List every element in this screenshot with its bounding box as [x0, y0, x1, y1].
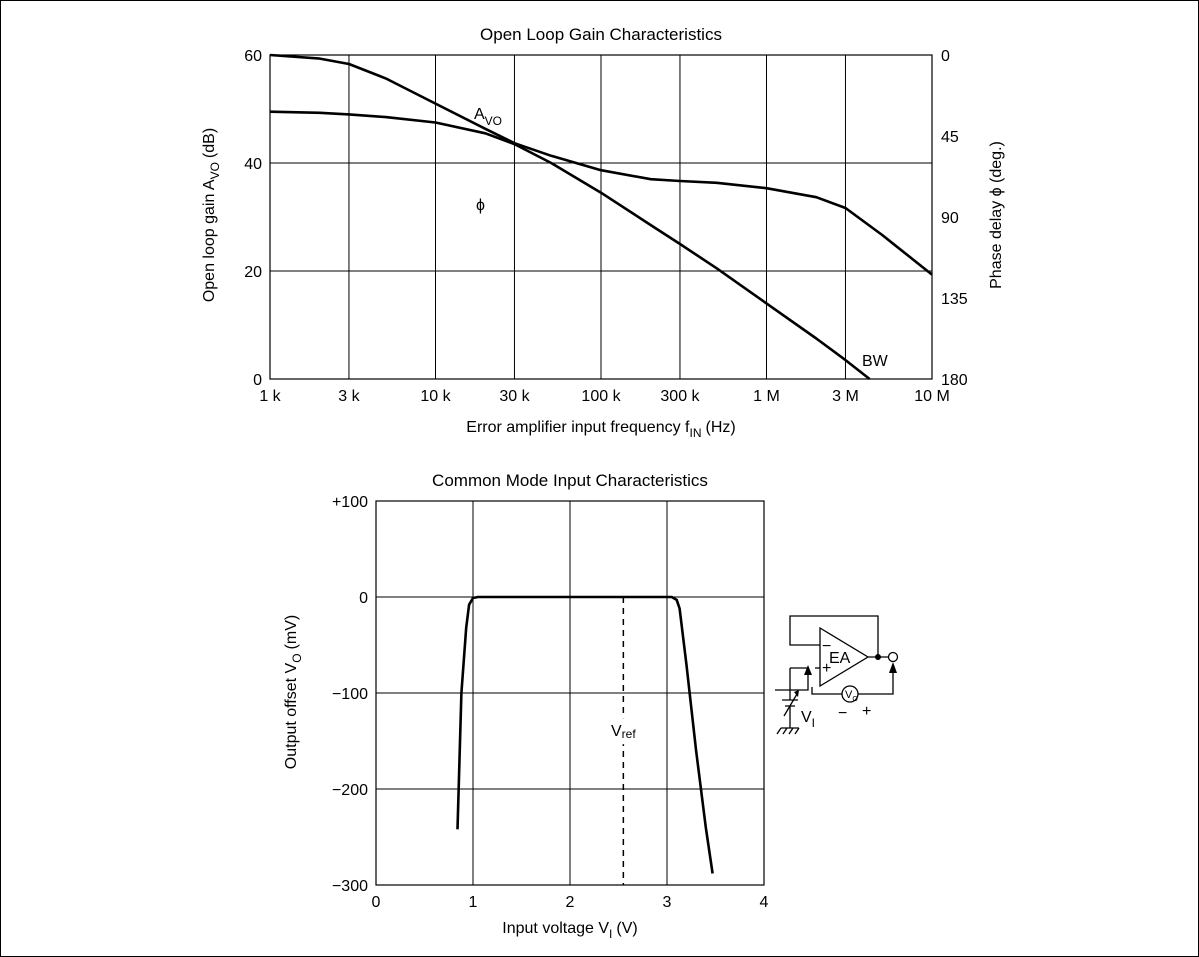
meter-arrow-head	[889, 662, 897, 673]
avo-gain-curve	[269, 110, 871, 381]
input-arrow-head	[804, 665, 812, 675]
chart1-x-axis-label: Error amplifier input frequency fIN (Hz)	[466, 419, 735, 440]
amplifier-triangle	[819, 626, 870, 688]
chart2-y-tick-label: +100	[332, 494, 368, 511]
chart1-y2-tick-label: 90	[941, 210, 959, 227]
amplifier-minus-sign: −	[822, 638, 831, 655]
chart1-y-axis-label: Open loop gain AVO(dB)	[201, 128, 222, 302]
bw-annotation: BW	[862, 353, 889, 370]
series-avo-label: AVO	[474, 106, 502, 128]
chart1-y-tick-label: 20	[244, 264, 262, 281]
noninverting-input-wire	[775, 667, 809, 691]
feedback-wire	[789, 615, 879, 657]
chart2-y-tick-labels: −300 −200 −100 0 +100	[332, 494, 368, 895]
test-circuit-diagram: EA − + VI VO − +	[775, 615, 899, 735]
output-terminal	[887, 651, 899, 663]
chart2-title: Common Mode Input Characteristics	[432, 471, 708, 490]
chart1-y2-axis-label: Phase delay ϕ (deg.)	[988, 141, 1005, 289]
chart1-y2-tick-label: 180	[941, 372, 968, 389]
chart1-x-tick-label: 300 k	[660, 388, 700, 405]
chart1-x-tick-label: 3 M	[832, 388, 859, 405]
chart1-x-tick-label: 3 k	[338, 388, 360, 405]
chart2-series	[456, 595, 714, 874]
chart1-y-tick-label: 60	[244, 48, 262, 65]
output-offset-curve	[456, 595, 714, 874]
input-voltage-label: VI	[801, 709, 815, 730]
chart1-y-tick-label: 0	[253, 372, 262, 389]
chart1-x-tick-label: 1 k	[259, 388, 281, 405]
chart1-x-tick-label: 10 M	[914, 388, 950, 405]
variable-source-arrow	[783, 693, 798, 717]
meter-minus-sign: −	[838, 705, 847, 722]
chart2-y-tick-label: −200	[332, 782, 368, 799]
chart2-x-tick-label: 1	[469, 894, 478, 911]
chart2-x-axis-label: Input voltage VI (V)	[502, 920, 637, 941]
chart1-y2-tick-label: 45	[941, 129, 959, 146]
chart1-series	[269, 53, 933, 381]
chart1-x-tick-label: 1 M	[753, 388, 780, 405]
chart2-plot-area	[375, 500, 765, 886]
amplifier-plus-sign: +	[822, 660, 831, 677]
chart2-x-tick-label: 2	[566, 894, 575, 911]
phase-delay-curve	[269, 53, 933, 276]
chart2-y-axis-label: Output offset VO(mV)	[283, 615, 304, 769]
series-phase-label: ϕ	[476, 197, 485, 214]
chart1-title: Open Loop Gain Characteristics	[480, 25, 722, 44]
open-loop-gain-chart: Open Loop Gain Characteristics 1 k 3 k 10 …	[201, 25, 1005, 440]
chart2-x-tick-label: 0	[372, 894, 381, 911]
vref-label-background	[601, 718, 646, 745]
chart2-x-tick-labels: 0 1 2 3 4	[372, 894, 769, 911]
chart2-y-tick-label: 0	[359, 590, 368, 607]
chart1-x-tick-label: 10 k	[420, 388, 451, 405]
chart2-y-tick-label: −100	[332, 686, 368, 703]
chart1-y2-tick-label: 0	[941, 48, 950, 65]
vref-label: Vref	[611, 723, 636, 741]
ground-symbol	[776, 706, 800, 735]
chart2-x-tick-label: 3	[663, 894, 672, 911]
chart1-x-tick-labels: 1 k 3 k 10 k 30 k 100 k 300 k 1 M 3 M 10 M	[259, 388, 949, 405]
chart1-y-tick-label: 40	[244, 156, 262, 173]
chart1-grid	[270, 55, 932, 379]
voltmeter-icon	[841, 685, 859, 703]
chart1-y2-tick-labels: 0 45 90 135 180	[941, 48, 968, 389]
chart2-x-tick-label: 4	[760, 894, 769, 911]
chart1-y2-tick-label: 135	[941, 291, 968, 308]
meter-wires	[811, 672, 894, 695]
chart1-y-tick-labels: 0 20 40 60	[244, 48, 262, 389]
chart1-plot-area	[269, 54, 933, 380]
chart1-x-tick-label: 30 k	[499, 388, 530, 405]
chart1-x-tick-label: 100 k	[581, 388, 621, 405]
variable-source-arrowhead	[794, 690, 799, 697]
voltmeter-label: VO	[845, 689, 858, 703]
amplifier-label: EA	[829, 650, 851, 667]
chart2-y-tick-label: −300	[332, 878, 368, 895]
meter-plus-sign: +	[862, 703, 871, 720]
